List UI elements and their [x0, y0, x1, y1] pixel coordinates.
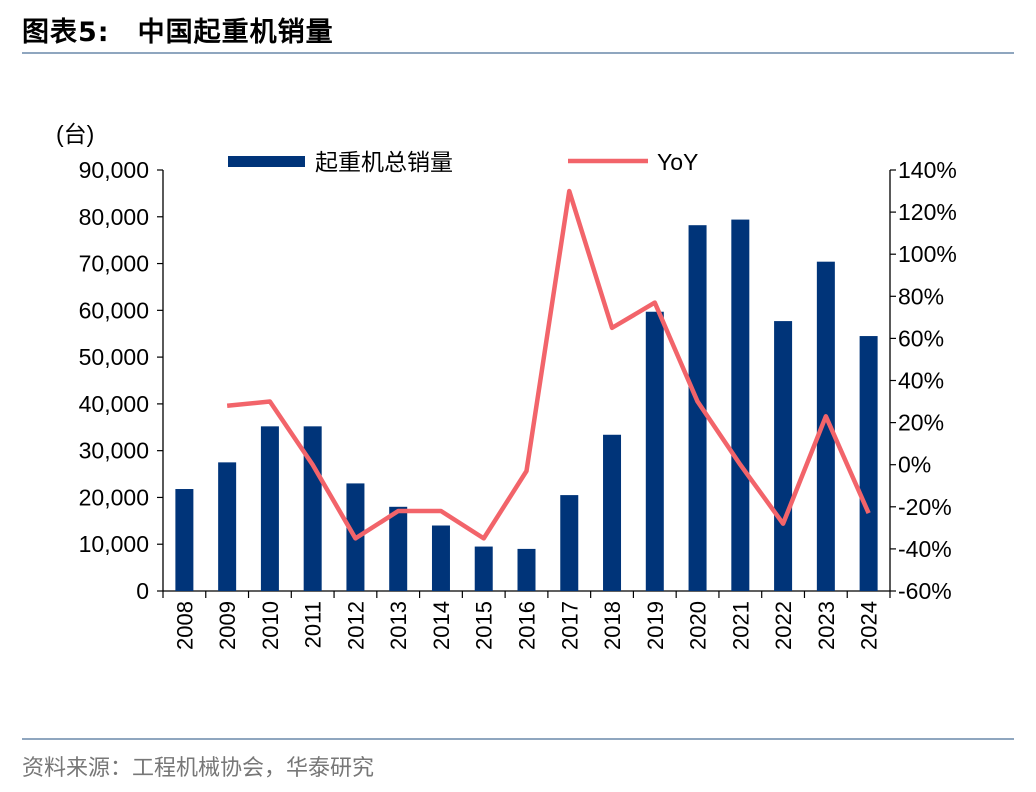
figure-title: 图表5: 中国起重机销量 — [22, 10, 334, 49]
figure-name: 中国起重机销量 — [137, 17, 334, 48]
legend-bar-label: 起重机总销量 — [315, 149, 453, 175]
left-tick-label: 80,000 — [79, 204, 149, 230]
line-series — [226, 188, 871, 541]
bar — [517, 548, 536, 591]
bar — [859, 336, 878, 591]
x-tick-label: 2010 — [258, 601, 283, 650]
x-tick-label: 2016 — [515, 601, 540, 650]
bar — [389, 506, 408, 591]
x-tick-label: 2015 — [472, 601, 497, 650]
bar — [474, 546, 493, 591]
x-tick-label: 2018 — [600, 601, 625, 650]
x-tick-label: 2020 — [686, 601, 711, 650]
bar — [603, 434, 622, 591]
x-tick-label: 2022 — [771, 601, 796, 650]
left-tick-label: 40,000 — [79, 391, 149, 417]
legend-line-label: YoY — [657, 149, 698, 175]
yoy-line — [226, 188, 871, 541]
x-tick-label: 2014 — [429, 601, 454, 650]
figure-label: 图表5: — [22, 17, 110, 48]
x-tick-label: 2017 — [557, 601, 582, 650]
right-tick-label: 0% — [898, 452, 931, 478]
x-tick-label: 2024 — [857, 601, 882, 650]
right-tick-label: -20% — [898, 494, 952, 520]
bottom-rule — [22, 738, 1014, 740]
bar — [560, 495, 579, 591]
left-tick-label: 20,000 — [79, 484, 149, 510]
right-tick-label: 120% — [898, 199, 957, 225]
left-tick-label: 90,000 — [79, 157, 149, 183]
bar — [431, 525, 450, 591]
right-tick-label: -60% — [898, 578, 952, 604]
x-tick-label: 2009 — [215, 601, 240, 650]
right-tick-label: 100% — [898, 241, 957, 267]
bar — [175, 489, 194, 591]
x-tick-label: 2011 — [301, 601, 326, 648]
bar — [645, 311, 664, 591]
bar — [774, 321, 793, 591]
legend-bar-swatch — [228, 156, 305, 167]
tick-labels: 0 10,000 20,000 30,000 40,000 50,000 60,000 70,… — [56, 121, 957, 650]
bar — [731, 219, 750, 591]
x-tick-label: 2012 — [343, 601, 368, 650]
bar — [816, 261, 835, 591]
right-tick-label: -40% — [898, 536, 952, 562]
left-tick-label: 70,000 — [79, 251, 149, 277]
left-tick-label: 0 — [136, 578, 149, 604]
top-rule — [22, 52, 1014, 54]
chart: 0 10,000 20,000 30,000 40,000 50,000 60,000 70,… — [56, 121, 957, 650]
legend: 起重机总销量 YoY — [228, 149, 698, 175]
left-tick-label: 30,000 — [79, 438, 149, 464]
bar — [218, 462, 237, 591]
right-tick-label: 40% — [898, 368, 944, 394]
x-tick-label: 2021 — [728, 601, 753, 650]
left-axis-unit: (台) — [56, 121, 94, 147]
x-tick-label: 2008 — [172, 601, 197, 650]
right-tick-label: 140% — [898, 157, 957, 183]
right-tick-label: 20% — [898, 410, 944, 436]
bar — [260, 426, 279, 591]
x-tick-label: 2013 — [386, 601, 411, 650]
right-tick-label: 80% — [898, 283, 944, 309]
bar — [303, 426, 322, 591]
source-note: 资料来源：工程机械协会，华泰研究 — [22, 756, 375, 781]
right-tick-label: 60% — [898, 325, 944, 351]
bar-series — [175, 219, 878, 591]
bar — [688, 225, 707, 591]
x-tick-label: 2023 — [814, 601, 839, 650]
left-tick-label: 50,000 — [79, 344, 149, 370]
x-tick-label: 2019 — [643, 601, 668, 650]
left-tick-label: 10,000 — [79, 531, 149, 557]
left-tick-label: 60,000 — [79, 297, 149, 323]
